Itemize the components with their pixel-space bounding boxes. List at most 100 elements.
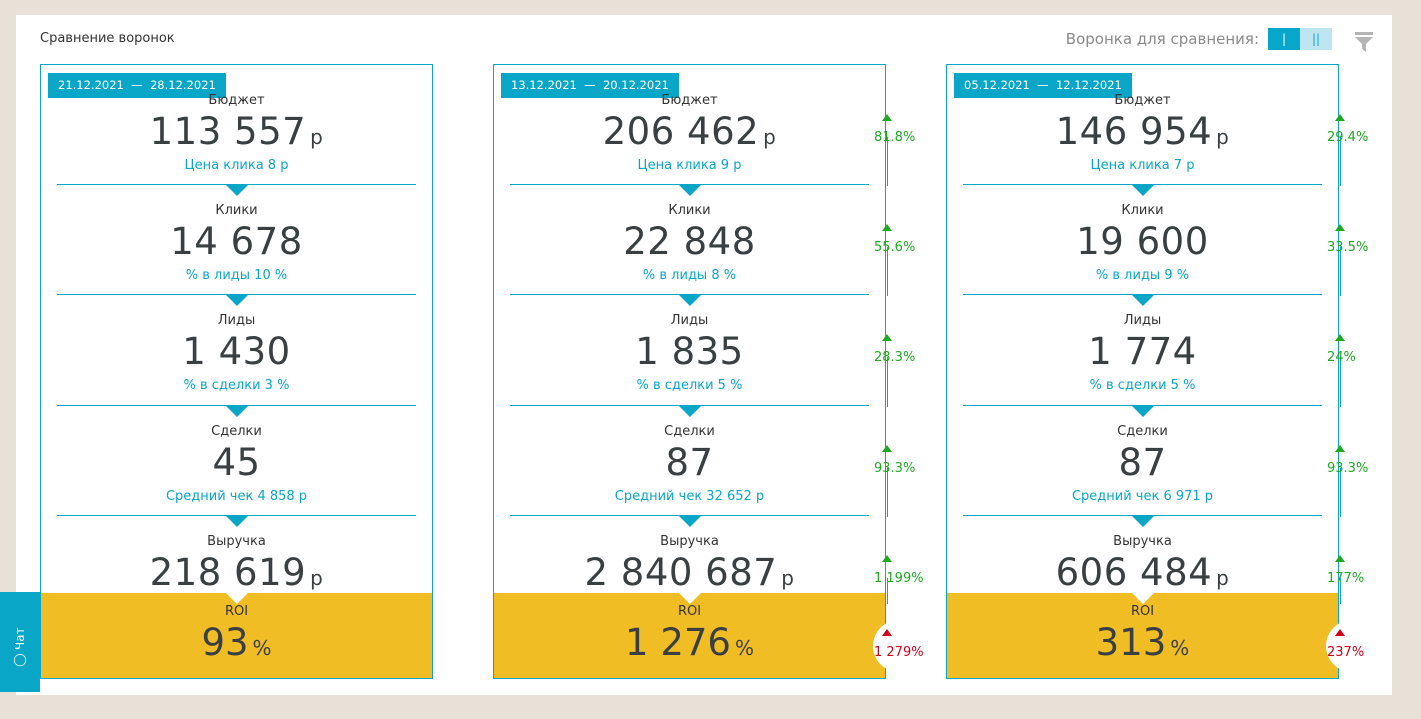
diff-percent: 55.6% [874, 240, 916, 255]
stage-metric: Цена клика 7 р [1090, 158, 1195, 173]
connector-line [887, 468, 888, 517]
stage-label: Лиды [670, 313, 709, 328]
stage-metric: Средний чек 6 971 р [1071, 489, 1214, 504]
stage-divider [57, 405, 416, 406]
connector-line [1340, 468, 1341, 517]
stage-value: 146 954 [1055, 110, 1213, 153]
diff-indicator: 93.3% [1327, 445, 1387, 476]
stage-metric: % в лиды 8 % [642, 268, 737, 283]
funnel-column: 21.12.2021 — 28.12.2021 Бюджет 113 557 р Цен… [40, 64, 433, 679]
arrow-down-icon [679, 406, 701, 417]
stage-value-wrap: 218 619 р [41, 550, 432, 596]
stage-divider [510, 405, 869, 406]
stage-value: 14 678 [170, 220, 303, 263]
currency-unit: р [1216, 566, 1230, 590]
currency-unit: р [310, 125, 324, 149]
diff-indicator: 33.5% [1327, 224, 1387, 255]
stage-value: 45 [212, 441, 261, 484]
triangle-up-icon [882, 629, 892, 636]
funnel-stage: Сделки 45 Средний чек 4 858 р [41, 424, 432, 506]
roi-value-wrap: 93% [41, 620, 432, 666]
arrow-down-icon [226, 295, 248, 306]
diff-percent: 1 199% [874, 571, 924, 586]
arrow-down-icon [679, 593, 701, 604]
triangle-up-icon [882, 224, 892, 231]
stage-value-wrap: 14 678 [41, 219, 432, 265]
triangle-up-icon [882, 445, 892, 452]
diff-indicator: 237% [1327, 629, 1387, 660]
stage-metric: % в сделки 5 % [1089, 378, 1196, 393]
connector-line [1340, 137, 1341, 186]
stage-divider [963, 515, 1322, 516]
arrow-down-icon [1132, 516, 1154, 527]
date-range-tab[interactable]: 13.12.2021 — 20.12.2021 [501, 73, 679, 98]
stage-value: 22 848 [623, 220, 756, 263]
stage-metric: % в сделки 5 % [636, 378, 743, 393]
stage-value-wrap: 1 430 [41, 329, 432, 375]
stage-metric: % в лиды 10 % [185, 268, 288, 283]
stage-divider [963, 184, 1322, 185]
funnel-stage: Выручка 2 840 687 р [494, 534, 885, 596]
date-range-tab[interactable]: 05.12.2021 — 12.12.2021 [954, 73, 1132, 98]
stage-value-wrap: 87 [947, 440, 1338, 486]
date-to: 20.12.2021 [602, 78, 669, 92]
page-title: Сравнение воронок [40, 31, 175, 46]
funnel-stage: Клики 14 678 % в лиды 10 % [41, 203, 432, 285]
stage-label: Лиды [217, 313, 256, 328]
connector-line [887, 247, 888, 296]
arrow-down-icon [1132, 406, 1154, 417]
triangle-up-icon [882, 334, 892, 341]
funnel-stage: Лиды 1 430 % в сделки 3 % [41, 313, 432, 395]
diff-indicator: 28.3% [874, 334, 934, 365]
currency-unit: р [763, 125, 777, 149]
triangle-up-icon [882, 114, 892, 121]
date-range-tab[interactable]: 21.12.2021 — 28.12.2021 [48, 73, 226, 98]
arrow-down-icon [226, 406, 248, 417]
roi-value: 313 [1095, 621, 1167, 664]
compare-option-two[interactable]: || [1300, 28, 1332, 50]
filter-icon[interactable] [1355, 32, 1373, 52]
triangle-up-icon [1335, 334, 1345, 341]
stage-value-wrap: 146 954 р [947, 109, 1338, 155]
compare-toggle: | || [1268, 28, 1332, 50]
stage-label: Сделки [664, 424, 715, 439]
stage-divider [57, 294, 416, 295]
comparison-column: 81.8% 55.6% 28.3% 93.3% 1 199% 1 279% [873, 64, 934, 679]
roi-diff-badge [873, 620, 925, 672]
stage-value-wrap: 1 774 [947, 329, 1338, 375]
stage-divider [57, 515, 416, 516]
comparison-column: 29.4% 33.5% 24% 93.3% 177% 237% [1326, 64, 1387, 679]
chat-button[interactable]: ◯ Чат [0, 592, 40, 692]
date-to: 28.12.2021 [149, 78, 216, 92]
stage-value-wrap: 206 462 р [494, 109, 885, 155]
diff-percent: 237% [1327, 645, 1365, 660]
stage-value: 1 835 [635, 330, 744, 373]
diff-indicator: 93.3% [874, 445, 934, 476]
diff-indicator: 29.4% [1327, 114, 1387, 145]
stage-divider [963, 405, 1322, 406]
compare-selector: Воронка для сравнения: | || [1066, 28, 1332, 50]
stage-metric: Цена клика 9 р [637, 158, 742, 173]
triangle-up-icon [1335, 445, 1345, 452]
arrow-down-icon [1132, 593, 1154, 604]
stage-label: Бюджет [1114, 93, 1171, 108]
diff-percent: 81.8% [874, 130, 916, 145]
currency-unit: р [781, 566, 795, 590]
stage-label: Сделки [1117, 424, 1168, 439]
diff-percent: 33.5% [1327, 240, 1369, 255]
compare-option-one[interactable]: | [1268, 28, 1300, 50]
date-from: 05.12.2021 [964, 78, 1030, 92]
connector-line [887, 137, 888, 186]
arrow-down-icon [226, 516, 248, 527]
arrow-down-icon [226, 593, 248, 604]
stage-value-wrap: 2 840 687 р [494, 550, 885, 596]
stage-value: 87 [1118, 441, 1167, 484]
arrow-down-icon [1132, 185, 1154, 196]
roi-value: 93 [201, 621, 249, 664]
chat-icon: ◯ [13, 654, 27, 668]
funnel-stage: Выручка 606 484 р [947, 534, 1338, 596]
roi-block: ROI 1 276% [494, 593, 885, 678]
roi-block: ROI 93% [41, 593, 432, 678]
stage-value-wrap: 45 [41, 440, 432, 486]
funnel-stage: Лиды 1 835 % в сделки 5 % [494, 313, 885, 395]
